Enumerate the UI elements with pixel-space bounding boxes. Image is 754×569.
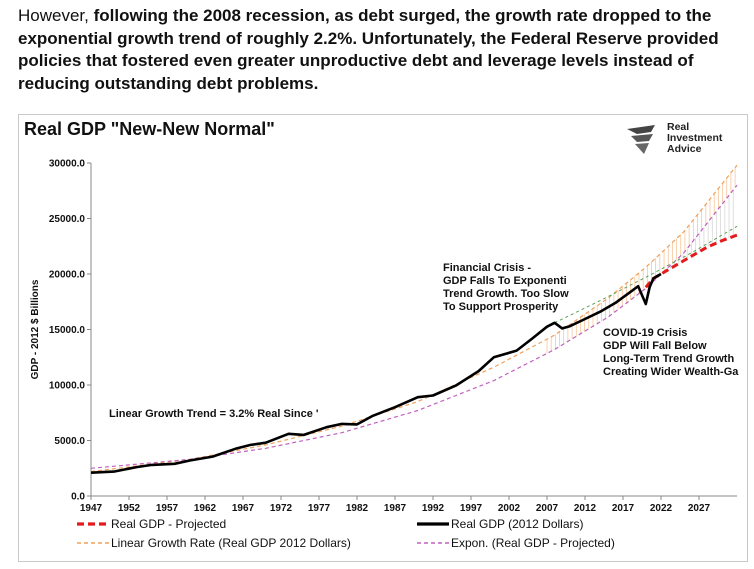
y-tick-label: 0.0 bbox=[71, 492, 85, 503]
logo-line3: Advice bbox=[667, 143, 702, 155]
annotation-covid-crisis-line: Creating Wider Wealth-Ga bbox=[603, 366, 739, 378]
series-linear-trend-line bbox=[90, 164, 738, 473]
eagle-logo-icon bbox=[627, 125, 655, 154]
x-tick-label: 1967 bbox=[232, 503, 255, 514]
x-tick-label: 1997 bbox=[460, 503, 483, 514]
y-tick-label: 5000.0 bbox=[54, 436, 85, 447]
intro-bold-text: following the 2008 recession, as debt su… bbox=[18, 6, 719, 93]
annotation-covid-crisis-line: COVID-19 Crisis bbox=[603, 327, 687, 339]
annotation-financial-crisis-line: To Support Prosperity bbox=[443, 301, 559, 313]
logo: Real Investment Advice bbox=[623, 119, 733, 161]
chart-title: Real GDP "New-New Normal" bbox=[24, 119, 275, 139]
x-tick-label: 1972 bbox=[270, 503, 293, 514]
x-tick-label: 2002 bbox=[498, 503, 521, 514]
logo-line2: Investment bbox=[667, 132, 723, 144]
x-tick-label: 1952 bbox=[118, 503, 141, 514]
series-green-trend-line bbox=[554, 225, 738, 324]
y-tick-label: 25000.0 bbox=[49, 214, 86, 225]
intro-prefix: However, bbox=[18, 6, 94, 25]
legend-label: Expon. (Real GDP - Projected) bbox=[451, 536, 615, 550]
x-tick-label: 2022 bbox=[650, 503, 673, 514]
annotation-linear-trend-line: Linear Growth Trend = 3.2% Real Since ' bbox=[109, 408, 319, 420]
chart-svg: 0.0 5000.0 10000.0 15000.0 20000.0 25000.0 300… bbox=[30, 159, 739, 551]
x-tick-label: 1992 bbox=[422, 503, 445, 514]
x-tick-label: 1957 bbox=[156, 503, 179, 514]
annotation-financial-crisis-line: GDP Falls To Exponenti bbox=[443, 275, 567, 287]
y-tick-label: 15000.0 bbox=[49, 325, 86, 336]
x-tick-label: 2017 bbox=[612, 503, 635, 514]
series-projected-line bbox=[644, 233, 738, 289]
x-tick-label: 2007 bbox=[536, 503, 559, 514]
x-tick-label: 1977 bbox=[308, 503, 331, 514]
x-tick-label: 2012 bbox=[574, 503, 597, 514]
legend-label: Linear Growth Rate (Real GDP 2012 Dollar… bbox=[111, 536, 351, 550]
x-tick-label: 1947 bbox=[80, 503, 103, 514]
annotation-financial-crisis-line: Financial Crisis - bbox=[443, 262, 531, 274]
annotation-covid-crisis-line: Long-Term Trend Growth bbox=[603, 353, 734, 365]
chart-frame: 0.0 5000.0 10000.0 15000.0 20000.0 25000.0 300… bbox=[18, 114, 748, 562]
y-tick-label: 30000.0 bbox=[49, 159, 86, 170]
annotation-financial-crisis-line: Trend Growth. Too Slow bbox=[443, 288, 569, 300]
logo-text: Real Investment Advice bbox=[667, 122, 722, 155]
y-axis-label: GDP - 2012 $ Billions bbox=[30, 279, 41, 379]
legend-label: Real GDP (2012 Dollars) bbox=[451, 517, 584, 531]
intro-paragraph: However, following the 2008 recession, a… bbox=[18, 5, 748, 95]
x-tick-label: 2027 bbox=[688, 503, 711, 514]
legend-label: Real GDP - Projected bbox=[111, 517, 226, 531]
y-tick-label: 10000.0 bbox=[49, 381, 86, 392]
series-real-gdp-line bbox=[90, 272, 662, 474]
x-tick-label: 1982 bbox=[346, 503, 369, 514]
y-tick-label: 20000.0 bbox=[49, 270, 86, 281]
x-tick-label: 1987 bbox=[384, 503, 407, 514]
logo-line1: Real bbox=[667, 121, 690, 133]
x-tick-label: 1962 bbox=[194, 503, 217, 514]
annotation-covid-crisis-line: GDP Will Fall Below bbox=[603, 340, 707, 352]
